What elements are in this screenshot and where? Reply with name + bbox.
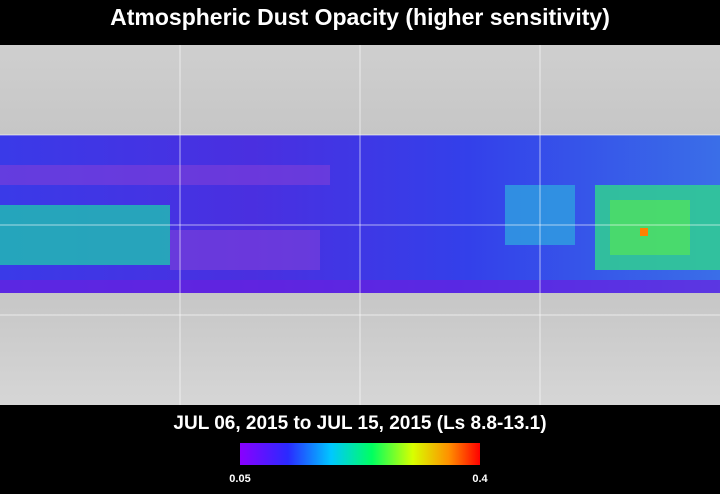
colorbar-max-label: 0.4 [472, 473, 488, 485]
graticule [0, 45, 720, 405]
date-range: JUL 06, 2015 to JUL 15, 2015 (Ls 8.8-13.… [173, 413, 546, 434]
title: Atmospheric Dust Opacity (higher sensiti… [110, 4, 610, 30]
dust-patch [0, 165, 330, 185]
dust-patch [0, 205, 170, 265]
dust-patch [170, 230, 320, 270]
map [0, 45, 720, 405]
dust-patch [610, 200, 690, 255]
colorbar-min-label: 0.05 [229, 473, 250, 485]
dust-patch [640, 228, 648, 236]
colorbar [240, 443, 480, 465]
